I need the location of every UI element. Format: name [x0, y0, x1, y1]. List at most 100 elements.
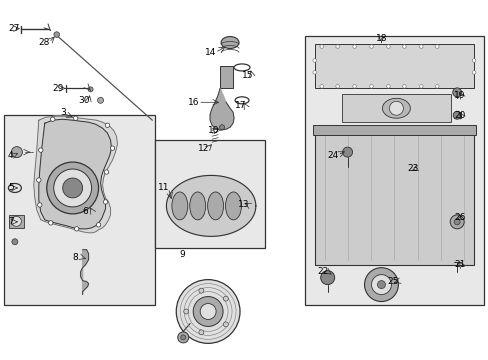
Circle shape — [364, 268, 398, 302]
Circle shape — [199, 288, 203, 293]
Circle shape — [369, 45, 372, 48]
Circle shape — [12, 239, 18, 245]
Circle shape — [176, 280, 240, 343]
Circle shape — [73, 116, 78, 121]
Circle shape — [371, 275, 390, 294]
Bar — [314, 130, 473, 265]
Circle shape — [449, 215, 463, 229]
Text: 11: 11 — [158, 184, 169, 193]
Circle shape — [335, 45, 339, 48]
Circle shape — [104, 170, 108, 174]
Circle shape — [54, 169, 91, 207]
Bar — [220, 67, 233, 88]
Text: 19: 19 — [453, 91, 465, 100]
Circle shape — [62, 178, 82, 198]
Circle shape — [312, 71, 316, 74]
Bar — [304, 36, 483, 305]
Circle shape — [47, 162, 99, 214]
Circle shape — [452, 111, 460, 119]
Bar — [341, 94, 450, 122]
Text: 8: 8 — [73, 253, 78, 262]
Text: 18: 18 — [375, 34, 386, 43]
Circle shape — [193, 297, 223, 327]
Text: 23: 23 — [407, 163, 418, 172]
Text: 5: 5 — [8, 184, 14, 193]
Circle shape — [88, 87, 93, 92]
Circle shape — [50, 117, 55, 121]
Circle shape — [388, 101, 403, 115]
Circle shape — [471, 71, 475, 74]
Text: 14: 14 — [205, 48, 216, 57]
Circle shape — [39, 148, 43, 152]
Circle shape — [183, 309, 188, 314]
Circle shape — [335, 85, 339, 88]
Polygon shape — [81, 250, 88, 294]
Ellipse shape — [225, 192, 241, 220]
Circle shape — [54, 32, 60, 37]
Circle shape — [471, 59, 475, 62]
Circle shape — [419, 85, 422, 88]
Text: 21: 21 — [453, 260, 465, 269]
Text: 29: 29 — [53, 84, 64, 93]
Circle shape — [96, 222, 101, 227]
Circle shape — [319, 45, 323, 48]
Text: 27: 27 — [8, 24, 19, 33]
Circle shape — [181, 335, 185, 340]
Circle shape — [320, 271, 334, 285]
Text: 16: 16 — [188, 98, 199, 107]
Circle shape — [199, 330, 203, 335]
Text: 24: 24 — [327, 150, 338, 159]
Circle shape — [312, 59, 316, 62]
Ellipse shape — [189, 192, 205, 220]
Circle shape — [352, 85, 356, 88]
Text: 15: 15 — [242, 71, 253, 80]
Circle shape — [342, 147, 352, 157]
Bar — [4, 115, 155, 305]
Circle shape — [98, 97, 103, 103]
Polygon shape — [210, 88, 234, 130]
Ellipse shape — [382, 98, 409, 118]
Circle shape — [223, 296, 228, 301]
Circle shape — [386, 85, 389, 88]
Circle shape — [37, 178, 41, 182]
Circle shape — [419, 45, 422, 48]
Text: 3: 3 — [60, 108, 65, 117]
Text: 6: 6 — [82, 207, 88, 216]
Text: 7: 7 — [8, 217, 14, 226]
Circle shape — [200, 303, 216, 319]
Polygon shape — [39, 119, 111, 229]
Polygon shape — [34, 116, 117, 233]
Circle shape — [48, 221, 53, 225]
Circle shape — [352, 45, 356, 48]
Circle shape — [74, 226, 79, 231]
Ellipse shape — [207, 192, 223, 220]
Circle shape — [38, 203, 42, 207]
Circle shape — [377, 280, 385, 289]
Circle shape — [435, 45, 438, 48]
Text: 10: 10 — [208, 126, 219, 135]
Text: 30: 30 — [79, 96, 90, 105]
Circle shape — [105, 123, 109, 127]
Circle shape — [452, 88, 461, 97]
Circle shape — [402, 45, 406, 48]
Text: 22: 22 — [317, 267, 328, 276]
Text: 9: 9 — [179, 250, 185, 259]
Circle shape — [11, 147, 22, 158]
Ellipse shape — [221, 37, 239, 49]
Text: 20: 20 — [453, 111, 465, 120]
Circle shape — [178, 332, 188, 343]
Polygon shape — [166, 175, 255, 237]
Circle shape — [369, 85, 372, 88]
Circle shape — [386, 45, 389, 48]
Bar — [314, 44, 473, 88]
Text: 4: 4 — [8, 150, 14, 159]
Bar — [9, 215, 24, 228]
Text: 26: 26 — [453, 213, 465, 222]
Circle shape — [319, 85, 323, 88]
Circle shape — [219, 125, 224, 130]
Circle shape — [110, 146, 115, 150]
Circle shape — [11, 216, 21, 226]
Text: 13: 13 — [238, 201, 249, 210]
Text: 25: 25 — [386, 277, 398, 286]
Text: 17: 17 — [235, 101, 246, 110]
